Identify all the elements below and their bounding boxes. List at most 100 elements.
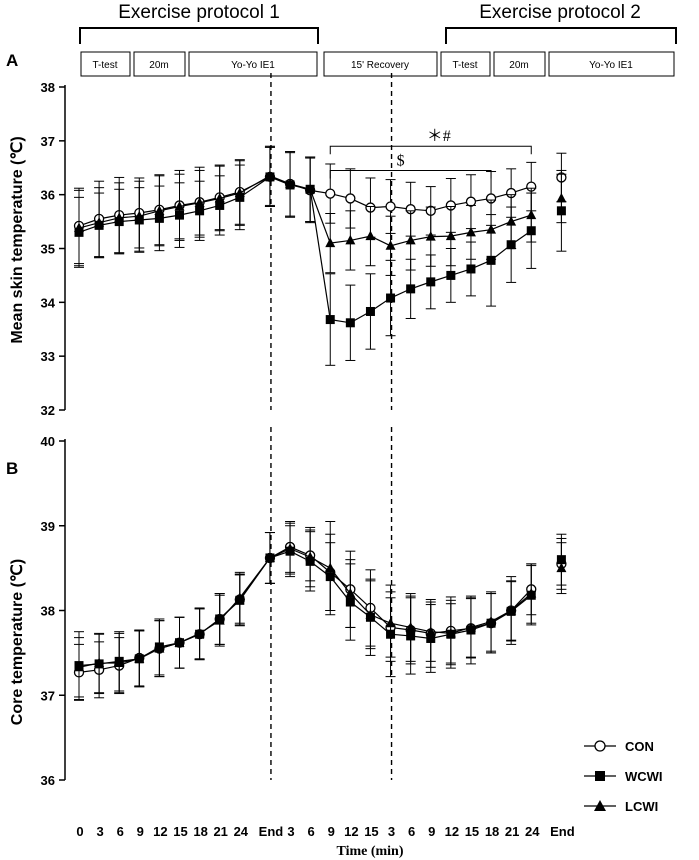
panel-a-point-wcwi	[345, 318, 355, 328]
x-tick-label: 6	[308, 824, 315, 839]
panel-a-point-lcwi	[506, 216, 517, 226]
panel-a-point-lcwi	[486, 224, 497, 234]
panel-a-point-con	[465, 196, 477, 207]
panel-b-point-lcwi	[114, 657, 125, 668]
panel-a-point-lcwi	[285, 178, 296, 188]
protocol-box-20m-1	[133, 51, 186, 77]
panel-b-point-lcwi	[74, 661, 84, 672]
panel-a-point-lcwi	[94, 217, 105, 227]
panel-b-y-tick-label: 40	[41, 434, 55, 449]
x-tick-label: 24	[234, 824, 249, 839]
x-tick-label: 24	[525, 824, 540, 839]
legend-label-con: CON	[625, 739, 654, 754]
panel-a-point-lcwi	[264, 170, 275, 180]
x-tick-label: 15	[364, 824, 378, 839]
x-tick-label: 3	[388, 824, 395, 839]
panel-a-point-lcwi	[305, 183, 316, 194]
panel-b-y-tick-label: 37	[41, 688, 55, 703]
legend-item-lcwi: LCWI	[584, 799, 658, 814]
panel-a-point-lcwi	[556, 192, 567, 203]
x-tick-label: 6	[117, 824, 124, 839]
legend-marker-triangle	[594, 800, 606, 811]
panel-a-series-line-wcwi	[78, 176, 532, 324]
panel-b-point-lcwi	[556, 562, 567, 573]
panel-b-y-tick-label: 39	[41, 519, 55, 534]
panel-a-point-lcwi	[445, 230, 456, 241]
panel-b-point-lcwi	[325, 562, 336, 573]
panel-a-point-lcwi	[465, 226, 476, 237]
legend: CON WCWI LCWI	[584, 739, 663, 814]
panel-a-point-wcwi	[365, 306, 375, 316]
panel-b-ylabel: Core temperature (℃)	[9, 559, 26, 725]
protocol-box-label: 20m	[149, 60, 168, 71]
panel-b-point-lcwi	[154, 643, 165, 653]
protocol-2-bracket	[445, 27, 677, 44]
panel-b-point-lcwi	[264, 552, 275, 562]
panel-a-point-con	[385, 201, 396, 212]
panel-a-point-lcwi	[194, 197, 205, 207]
panel-a-point-lcwi	[325, 237, 336, 248]
panel-a-point-wcwi	[426, 277, 436, 287]
panel-b-point-lcwi	[465, 621, 476, 632]
panel-a-y-tick-label: 37	[41, 134, 55, 149]
panel-b-point-lcwi	[486, 616, 497, 626]
legend-marker-square	[595, 771, 605, 781]
x-tick-label: 18	[193, 824, 207, 839]
protocol-2-title: Exercise protocol 2	[479, 2, 641, 23]
sig-bracket-star-hash	[329, 145, 532, 155]
panel-b-point-lcwi	[234, 592, 245, 602]
panel-a-point-lcwi	[214, 192, 225, 203]
panel-b-point-lcwi	[305, 551, 316, 562]
legend-label-wcwi: WCWI	[625, 769, 663, 784]
x-tick-label: 12	[445, 824, 459, 839]
significance-brackets: ＊# $	[329, 128, 532, 179]
panel-a-point-lcwi	[365, 230, 376, 241]
panel-a-point-wcwi	[325, 315, 335, 325]
x-axis-ticks: 0 3 6 9 12 15 18 21 24 End 3 6 9 12 15 3 6 9 12 15 18 21 24 End	[76, 824, 574, 839]
x-tick-label: 18	[485, 824, 499, 839]
panel-a-ylabel: Mean skin temperature (℃)	[9, 136, 26, 343]
x-tick-label: 3	[96, 824, 103, 839]
panel-a-point-wcwi	[386, 293, 396, 303]
panel-a-y-tick-label: 38	[41, 80, 55, 95]
panel-a-y-tick-label: 36	[41, 188, 55, 203]
x-tick-label: End	[259, 824, 284, 839]
panel-b-point-lcwi	[506, 605, 517, 615]
protocol-box-label: T-test	[452, 60, 477, 71]
x-tick-label: 12	[344, 824, 358, 839]
panel-a-point-lcwi	[154, 205, 165, 215]
panel-a-plot: 32 33 34 35 36 37 38	[41, 73, 567, 418]
x-tick-label: 15	[465, 824, 479, 839]
panel-a-series-line-con	[78, 176, 532, 227]
x-tick-label: 21	[505, 824, 519, 839]
protocol-box-yoyo-1	[188, 51, 318, 77]
x-tick-label: 9	[428, 824, 435, 839]
legend-label-lcwi: LCWI	[625, 799, 658, 814]
panel-a-letter: A	[6, 51, 18, 70]
panel-b-point-lcwi	[94, 657, 105, 668]
x-tick-label: 0	[76, 824, 83, 839]
protocol-box-ttest-2	[440, 51, 491, 77]
panel-b-y-tick-label: 36	[41, 773, 55, 788]
x-tick-label: 12	[153, 824, 167, 839]
panel-b-plot: 36 37 38 39 40	[41, 427, 567, 788]
x-tick-label: 3	[287, 824, 294, 839]
legend-item-con: CON	[584, 739, 654, 754]
panel-b-point-lcwi	[194, 627, 205, 638]
protocol-box-yoyo-2	[548, 51, 675, 77]
x-tick-label: End	[550, 824, 575, 839]
panel-b-point-lcwi	[174, 637, 185, 647]
panel-a-point-lcwi	[114, 212, 125, 222]
panel-a-y-tick-label: 32	[41, 403, 55, 418]
protocol-header: Exercise protocol 1 Exercise protocol 2 …	[79, 2, 677, 77]
panel-a-point-wcwi	[486, 255, 496, 265]
sig-label-dollar: $	[397, 152, 405, 169]
panel-b-series-line-con	[78, 546, 532, 673]
protocol-box-label: Yo-Yo IE1	[589, 60, 633, 71]
panel-a-point-lcwi	[345, 234, 356, 245]
panel-b-point-lcwi	[425, 626, 436, 636]
panel-b-y-tick-label: 38	[41, 604, 55, 619]
panel-a-point-lcwi	[526, 209, 537, 220]
panel-a-point-lcwi	[234, 187, 245, 198]
